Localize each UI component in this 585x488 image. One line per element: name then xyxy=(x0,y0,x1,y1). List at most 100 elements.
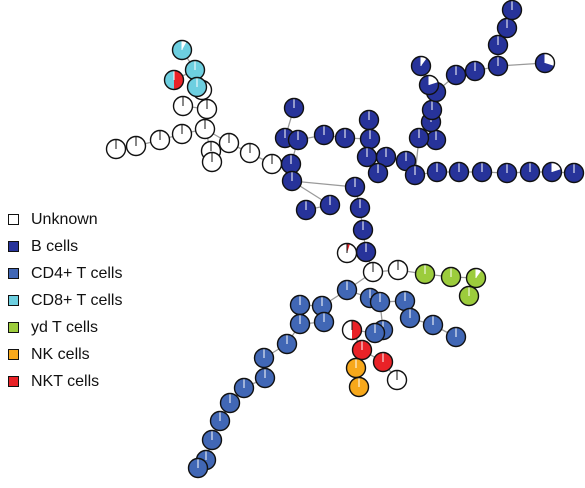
legend-swatch xyxy=(8,295,19,306)
pie-outline xyxy=(440,266,462,288)
pie-node xyxy=(219,392,241,414)
pie-node xyxy=(187,457,209,479)
pie-node xyxy=(426,161,448,183)
pie-node xyxy=(186,76,208,98)
tree-nodes xyxy=(105,0,585,479)
pie-node xyxy=(283,97,305,119)
legend-swatch xyxy=(8,214,19,225)
pie-node xyxy=(487,34,509,56)
legend-item-cd8-t-cells: CD8+ T cells xyxy=(8,287,122,314)
pie-node xyxy=(281,170,303,192)
tree-edges xyxy=(115,9,575,469)
pie-outline xyxy=(313,311,335,333)
pie-node xyxy=(386,369,408,391)
pie-node xyxy=(399,307,421,329)
pie-node xyxy=(287,129,309,151)
pie-node xyxy=(369,291,391,313)
pie-node xyxy=(261,153,283,175)
pie-node xyxy=(471,161,493,183)
pie-outline xyxy=(387,259,409,281)
pie-node xyxy=(352,219,374,241)
pie-outline xyxy=(487,55,509,77)
pie-slice-minor xyxy=(421,56,427,66)
pie-node xyxy=(496,162,518,184)
pie-outline xyxy=(448,161,470,183)
pie-outline xyxy=(334,127,356,149)
pie-node xyxy=(448,161,470,183)
pie-slice-minor xyxy=(347,243,350,253)
pie-node xyxy=(276,333,298,355)
pie-node xyxy=(359,128,381,150)
pie-outline xyxy=(186,76,208,98)
pie-outline xyxy=(319,194,341,216)
pie-node xyxy=(345,357,367,379)
pie-node xyxy=(239,142,261,164)
pie-node xyxy=(418,74,440,96)
pie-node xyxy=(387,259,409,281)
pie-outline xyxy=(369,291,391,313)
pie-outline xyxy=(534,52,556,74)
pie-outline xyxy=(426,161,448,183)
pie-outline xyxy=(295,199,317,221)
legend-swatch xyxy=(8,241,19,252)
tree-edge xyxy=(291,180,356,188)
pie-node xyxy=(201,151,223,173)
pie-node xyxy=(295,199,317,221)
legend-swatch xyxy=(8,349,19,360)
pie-outline xyxy=(471,161,493,183)
pie-node xyxy=(172,95,194,117)
pie-outline xyxy=(201,151,223,173)
pie-outline xyxy=(276,333,298,355)
pie-node xyxy=(336,242,358,264)
pie-outline xyxy=(464,60,486,82)
pie-slice-minor xyxy=(182,40,187,50)
pie-outline xyxy=(410,55,432,77)
legend-label: CD8+ T cells xyxy=(31,291,123,309)
pie-node xyxy=(440,266,462,288)
pie-node xyxy=(421,99,443,121)
pie-outline xyxy=(519,161,541,183)
pie-slice-minor xyxy=(552,162,562,172)
pie-node xyxy=(253,347,275,369)
pie-node xyxy=(464,60,486,82)
pie-slice-minor xyxy=(476,268,482,278)
legend-item-b-cells: B cells xyxy=(8,233,122,260)
legend-item-yd-t-cells: yd T cells xyxy=(8,314,122,341)
pie-outline xyxy=(445,64,467,86)
pie-node xyxy=(519,161,541,183)
pie-outline xyxy=(399,307,421,329)
pie-node xyxy=(289,294,311,316)
pie-outline xyxy=(344,176,366,198)
pie-outline xyxy=(149,129,171,151)
pie-node xyxy=(465,267,487,289)
pie-node xyxy=(414,263,436,285)
legend-label: yd T cells xyxy=(31,318,98,336)
pie-node xyxy=(280,153,302,175)
legend-item-unknown: Unknown xyxy=(8,206,122,233)
pie-node xyxy=(445,64,467,86)
pie-node xyxy=(319,194,341,216)
pie-outline xyxy=(171,39,193,61)
pie-node xyxy=(445,326,467,348)
pie-node xyxy=(289,313,311,335)
pie-node xyxy=(422,314,444,336)
legend-swatch xyxy=(8,268,19,279)
pie-node xyxy=(487,55,509,77)
pie-outline xyxy=(239,142,261,164)
pie-outline xyxy=(541,161,563,183)
pie-outline xyxy=(351,339,373,361)
pie-node xyxy=(364,322,386,344)
pie-node xyxy=(348,376,370,398)
pie-node xyxy=(356,146,378,168)
pie-outline xyxy=(445,326,467,348)
pie-node xyxy=(196,98,218,120)
pie-node xyxy=(351,339,373,361)
pie-node xyxy=(209,410,231,432)
pie-outline xyxy=(125,135,147,157)
legend-swatch xyxy=(8,376,19,387)
pie-outline xyxy=(501,0,523,21)
pie-outline xyxy=(404,164,426,186)
pie-outline xyxy=(414,263,436,285)
pie-outline xyxy=(187,457,209,479)
